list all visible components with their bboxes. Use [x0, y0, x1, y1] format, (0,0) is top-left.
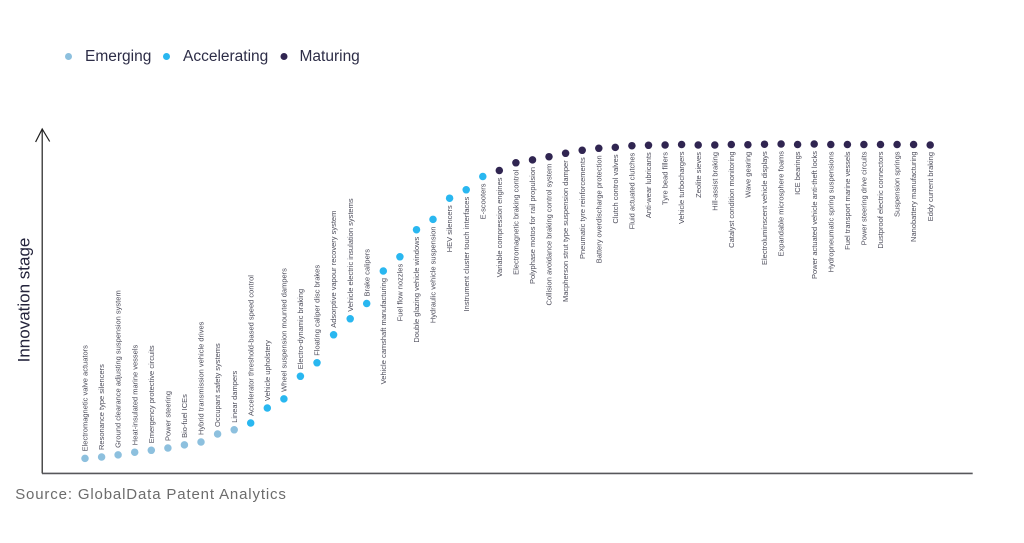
svg-text:Adsorptive vapour recovery sys: Adsorptive vapour recovery system: [329, 211, 338, 328]
svg-text:Wheel suspension mounted dampe: Wheel suspension mounted dampers: [280, 268, 289, 392]
svg-text:Eddy current braking: Eddy current braking: [926, 152, 935, 221]
svg-text:Power actuated vehicle anti-th: Power actuated vehicle anti-theft locks: [810, 151, 819, 279]
svg-text:Anti-wear lubricants: Anti-wear lubricants: [644, 152, 653, 218]
svg-text:Heat-insulated marine vessels: Heat-insulated marine vessels: [130, 344, 139, 445]
svg-text:Catalyst condition monitoring: Catalyst condition monitoring: [727, 152, 736, 248]
svg-text:Floating caliper disc brakes: Floating caliper disc brakes: [313, 265, 322, 356]
svg-text:Vehicle turbochargers: Vehicle turbochargers: [677, 151, 686, 224]
svg-text:Emerging: Emerging: [85, 48, 151, 65]
svg-text:Zeolite sieves: Zeolite sieves: [694, 152, 703, 198]
svg-text:Hydropneumatic spring suspensi: Hydropneumatic spring suspensions: [826, 151, 835, 272]
svg-text:Occupant safety systems: Occupant safety systems: [213, 343, 222, 427]
svg-text:Bio-fuel ICEs: Bio-fuel ICEs: [180, 394, 189, 438]
svg-text:Polyphase motos for rail propu: Polyphase motos for rail propulsion: [528, 167, 537, 284]
svg-text:Maturing: Maturing: [300, 48, 360, 65]
svg-text:Source: GlobalData Patent Anal: Source: GlobalData Patent Analytics: [15, 486, 287, 503]
svg-text:Fuel flow nozzles: Fuel flow nozzles: [396, 264, 405, 322]
svg-text:E-scooters: E-scooters: [478, 183, 487, 219]
svg-text:HEV silencers: HEV silencers: [445, 205, 454, 252]
svg-text:Accelerating: Accelerating: [183, 48, 268, 65]
svg-text:Ground clearance adjusting sus: Ground clearance adjusting suspension sy…: [114, 290, 123, 448]
svg-text:Fuel transport marine vessels: Fuel transport marine vessels: [843, 151, 852, 250]
svg-text:Electromagnetic valve actuator: Electromagnetic valve actuators: [81, 345, 90, 452]
svg-text:Tyre bead fillers: Tyre bead fillers: [661, 152, 670, 205]
svg-text:Electromagnetic braking contro: Electromagnetic braking control: [512, 169, 521, 274]
svg-text:Accelerator threshold-based sp: Accelerator threshold-based speed contro…: [246, 275, 255, 416]
svg-text:Power steering drive circuits: Power steering drive circuits: [860, 151, 869, 245]
svg-text:Dustproof electric connectors: Dustproof electric connectors: [876, 151, 885, 248]
svg-text:Variable compression engines: Variable compression engines: [495, 177, 504, 277]
svg-text:ICE bearings: ICE bearings: [793, 151, 802, 195]
svg-text:Linear dampers: Linear dampers: [230, 370, 239, 422]
svg-text:Double glazing vehicle windows: Double glazing vehicle windows: [412, 236, 421, 342]
svg-text:Hydraulic vehicle suspension: Hydraulic vehicle suspension: [429, 226, 438, 323]
svg-text:Nanobattery manufacturing: Nanobattery manufacturing: [909, 152, 918, 242]
svg-text:Macpherson strut type suspensi: Macpherson strut type suspension damper: [561, 160, 570, 302]
svg-text:Power steering: Power steering: [164, 391, 173, 441]
svg-text:Pneumatic tyre reinforcements: Pneumatic tyre reinforcements: [578, 157, 587, 259]
svg-text:Brake calipers: Brake calipers: [362, 249, 371, 297]
svg-text:Resonance type silencers: Resonance type silencers: [97, 364, 106, 450]
svg-text:Emergency protective circuits: Emergency protective circuits: [147, 345, 156, 443]
svg-text:Hill-assist braking: Hill-assist braking: [710, 152, 719, 211]
svg-text:Wave gearing: Wave gearing: [744, 152, 753, 198]
svg-text:Battery overdischarge protecti: Battery overdischarge protection: [594, 155, 603, 263]
svg-text:Innovation stage: Innovation stage: [14, 238, 33, 363]
svg-text:Electro-dynamic braking: Electro-dynamic braking: [296, 289, 305, 369]
svg-text:Hybrid transmission vehicle dr: Hybrid transmission vehicle drives: [197, 321, 206, 435]
svg-text:Collision avoidance braking co: Collision avoidance braking control syst…: [545, 164, 554, 306]
svg-text:Vehicle electric insulation sy: Vehicle electric insulation systems: [346, 198, 355, 312]
svg-text:Electroluminscent vehicle disp: Electroluminscent vehicle displays: [760, 151, 769, 265]
svg-text:Vehicle camshaft manufacturing: Vehicle camshaft manufacturing: [379, 278, 388, 384]
svg-text:Suspension springs: Suspension springs: [893, 151, 902, 217]
svg-text:Vehicle upholstery: Vehicle upholstery: [263, 340, 272, 401]
svg-text:Fluid actuated clutches: Fluid actuated clutches: [628, 152, 637, 229]
svg-text:Expandable microsphere foams: Expandable microsphere foams: [777, 151, 786, 257]
svg-text:Instrument cluster touch inter: Instrument cluster touch interfaces: [462, 197, 471, 312]
svg-text:Clutch control valves: Clutch control valves: [611, 154, 620, 223]
